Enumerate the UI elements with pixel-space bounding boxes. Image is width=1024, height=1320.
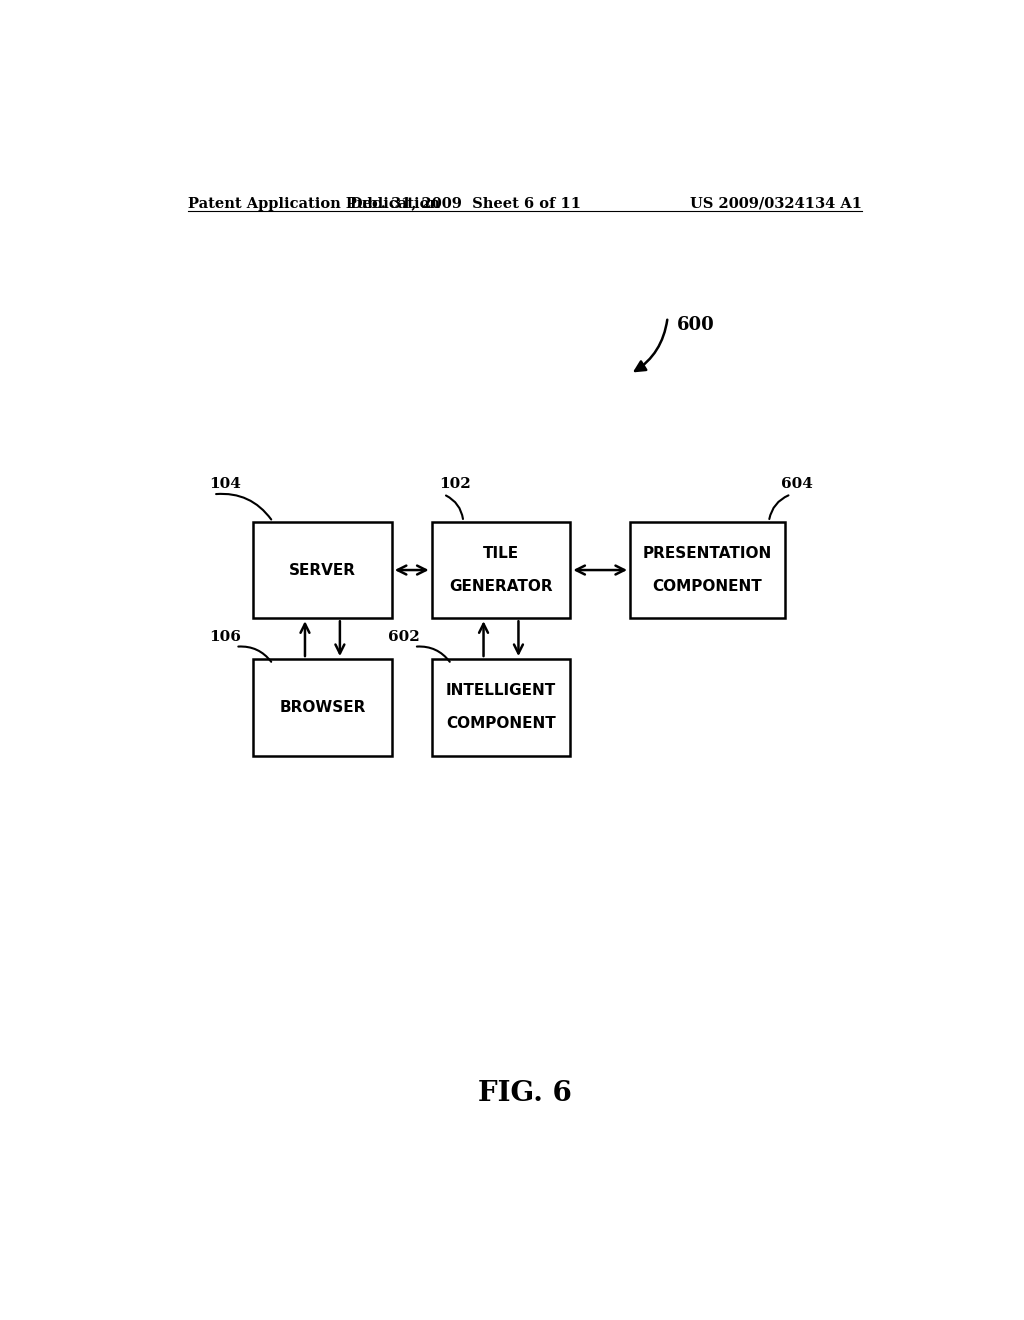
Text: COMPONENT: COMPONENT bbox=[652, 578, 762, 594]
Text: 602: 602 bbox=[388, 630, 420, 644]
Bar bbox=[630, 521, 784, 618]
Text: INTELLIGENT: INTELLIGENT bbox=[445, 684, 556, 698]
Text: FIG. 6: FIG. 6 bbox=[478, 1080, 571, 1107]
Text: 102: 102 bbox=[439, 478, 471, 491]
Text: Dec. 31, 2009  Sheet 6 of 11: Dec. 31, 2009 Sheet 6 of 11 bbox=[350, 197, 581, 211]
Text: 600: 600 bbox=[677, 315, 714, 334]
Text: US 2009/0324134 A1: US 2009/0324134 A1 bbox=[690, 197, 862, 211]
Text: 106: 106 bbox=[209, 630, 242, 644]
Text: 104: 104 bbox=[209, 478, 242, 491]
Bar bbox=[431, 659, 570, 755]
Text: 604: 604 bbox=[780, 478, 813, 491]
Text: BROWSER: BROWSER bbox=[280, 700, 366, 714]
Text: COMPONENT: COMPONENT bbox=[446, 715, 556, 731]
Text: PRESENTATION: PRESENTATION bbox=[643, 546, 772, 561]
Bar bbox=[431, 521, 570, 618]
Text: SERVER: SERVER bbox=[289, 562, 356, 578]
Text: Patent Application Publication: Patent Application Publication bbox=[187, 197, 439, 211]
Bar bbox=[253, 659, 392, 755]
Text: GENERATOR: GENERATOR bbox=[450, 578, 553, 594]
Text: TILE: TILE bbox=[483, 546, 519, 561]
Bar bbox=[253, 521, 392, 618]
